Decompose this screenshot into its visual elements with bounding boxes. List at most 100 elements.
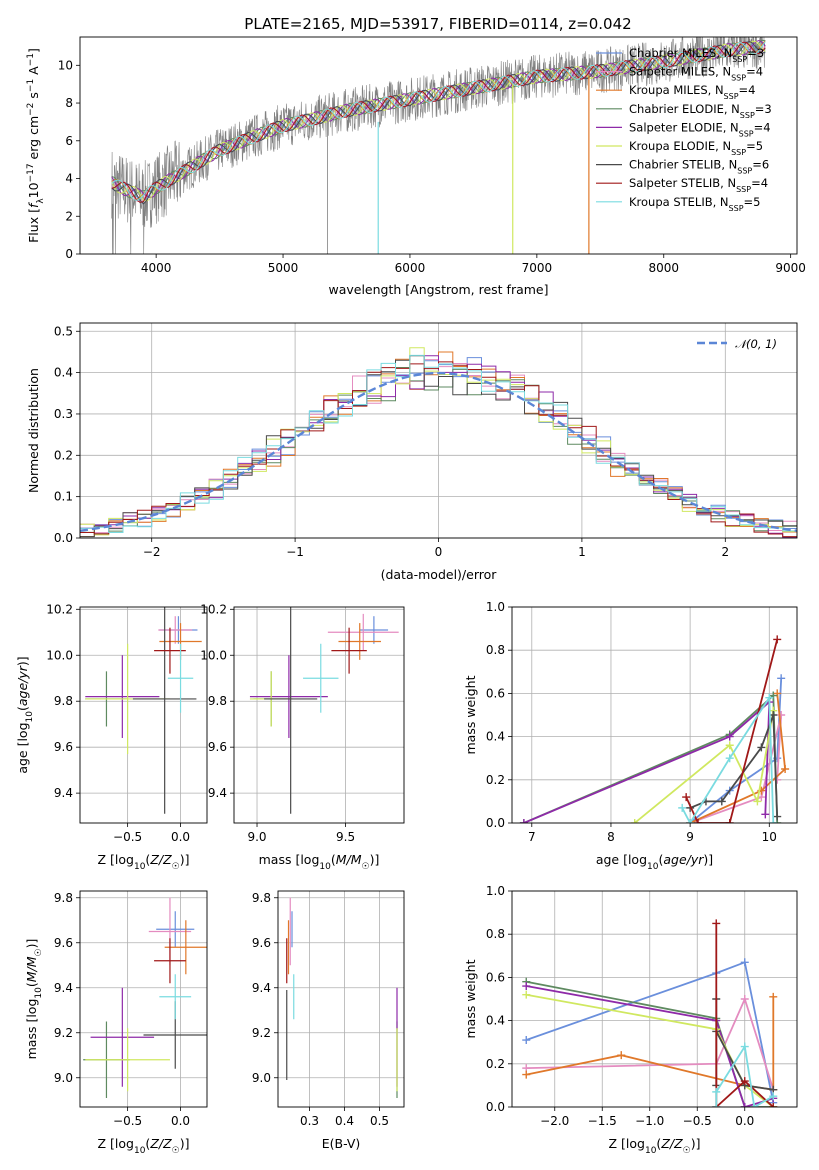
y-tick-label: 0.0 (486, 1100, 505, 1114)
data-point (725, 819, 734, 823)
plot-layer: 4000 5000 6000 7000 8000 90000246810wavelengt… (15, 36, 806, 1156)
label-part: erg cm (26, 116, 41, 164)
axes-age_vs_Z: −0.5 0.09.49.69.810.010.2Z [log10(Z/Z☉)]a… (15, 602, 208, 872)
data-point (740, 1077, 749, 1086)
axes-weight_vs_Z: −2.0 −1.5 −1.0 −0.5 0.0 0.0 0.2 0.4 0.6 0.8 1.0 Z [… (463, 884, 798, 1156)
label-part: M/M (24, 956, 39, 982)
label-part: f (26, 202, 41, 208)
legend-suffix: =4 (739, 83, 756, 97)
legend-sub: SSP (731, 148, 746, 157)
x-tick-label: 8 (607, 830, 615, 844)
errorbar-chabrier_stelib (132, 607, 197, 814)
y-tick-label: 9.4 (208, 786, 227, 800)
data-point (750, 1103, 759, 1107)
y-tick-label: 0.6 (486, 970, 505, 984)
data-point (773, 812, 782, 821)
errorbar-kroupa_stelib (159, 974, 192, 1020)
plot-area-spectrum (111, 37, 766, 254)
y-tick-label: 9.4 (54, 981, 73, 995)
label-part: M/M (336, 852, 362, 867)
errorbar-kroupa_elodie (85, 1028, 170, 1092)
y-tick-label: 10 (58, 58, 73, 72)
label-part: 10 (26, 182, 41, 198)
y-tick-label: 9.6 (252, 936, 271, 950)
label-part: Z [log (609, 1136, 645, 1151)
plot-area-weight_vs_age (519, 635, 790, 823)
data-point (522, 1036, 531, 1045)
x-tick-label: 9 (686, 830, 694, 844)
plot-area-residuals (80, 347, 797, 538)
x-axis-label: Z [log10(Z/Z☉)] (609, 1136, 701, 1156)
legend-entry: Chabrier STELIB, NSSP=6 (629, 158, 769, 176)
series-chabrier_elodie (519, 691, 782, 823)
y-tick-label: 8 (65, 96, 73, 110)
histogram-salpeter_elodie (80, 355, 797, 538)
axes-frame (79, 890, 208, 1108)
data-point (777, 711, 786, 719)
y-tick-label: 9.4 (54, 786, 73, 800)
x-tick-label: 1 (578, 545, 586, 559)
y-tick-label: 9.6 (208, 740, 227, 754)
data-point (694, 819, 703, 823)
label-part: age [log (596, 852, 647, 867)
legend-entry: Salpeter MILES, NSSP=4 (629, 65, 763, 83)
x-tick-label: −1 (286, 545, 304, 559)
x-tick-label: 0 (435, 545, 443, 559)
label-part: ( (145, 1136, 150, 1151)
legend-text: Salpeter STELIB, N (629, 176, 736, 190)
observed-spectrum (111, 37, 766, 254)
y-tick-label: 0 (65, 247, 73, 261)
label-part: )] (691, 1136, 701, 1151)
data-point (765, 693, 774, 702)
data-point (522, 982, 531, 991)
x-tick-label: −2.0 (540, 1114, 569, 1128)
model-spectrum-chabrier_elodie (111, 39, 766, 199)
x-tick-label: 8000 (648, 261, 679, 275)
errorbar-kroupa_stelib (167, 643, 194, 713)
legend-sub: SSP (731, 73, 746, 82)
legend-suffix: =4 (746, 65, 763, 79)
label-part: 10 (134, 862, 146, 872)
legend-text: Chabrier STELIB, N (629, 158, 737, 172)
label-part: Z [log (98, 852, 134, 867)
label-part: Z/Z (149, 852, 172, 867)
axes-frame (79, 322, 798, 539)
label-part: 10 (645, 1146, 657, 1156)
data-point (725, 732, 734, 741)
errorbar-salpeter_stelib (154, 938, 186, 984)
label-part: )] (180, 1136, 190, 1151)
y-tick-label: 9.4 (252, 981, 271, 995)
data-point (617, 1051, 626, 1060)
data-point (682, 793, 691, 802)
y-axis-label: Flux [fλ10−17 erg cm−2 s−1 A−1] (26, 48, 46, 243)
errorbar-salpeter_elodie (85, 655, 160, 738)
label-part: 10 (25, 711, 35, 723)
x-axis-label: wavelength [Angstrom, rest frame] (328, 282, 548, 297)
data-point (712, 1087, 721, 1096)
data-point (740, 958, 749, 967)
label-part: −17 (26, 163, 36, 182)
legend-suffix: =4 (754, 120, 771, 134)
x-tick-label: 7000 (522, 261, 553, 275)
data-point (519, 819, 528, 823)
series-line (689, 693, 787, 823)
model-spectrum-chabrier_stelib (111, 40, 766, 205)
x-axis-label: E(B-V) (322, 1136, 361, 1151)
axes-age_vs_mass: 9.0 9.5 9.4 9.6 9.8 10.0 10.2 mass [log10(M/M☉)… (200, 602, 405, 872)
label-part: ( (656, 1136, 661, 1151)
y-tick-label: 9.8 (54, 891, 73, 905)
x-tick-label: 7 (528, 830, 536, 844)
y-tick-label: 6 (65, 134, 73, 148)
legend-text: Kroupa MILES, N (629, 83, 724, 97)
x-axis-label: (data-model)/error (381, 567, 498, 582)
label-part: ☉ (172, 1146, 180, 1156)
y-tick-label: 9.2 (252, 1026, 271, 1040)
data-point (781, 765, 790, 773)
y-tick-label: 10.0 (200, 648, 227, 662)
x-tick-label: −0.5 (113, 1114, 142, 1128)
legend-suffix: =5 (744, 195, 761, 209)
y-axis-label: mass [log10(M/M☉)] (24, 939, 44, 1060)
x-tick-label: 9.5 (336, 830, 355, 844)
